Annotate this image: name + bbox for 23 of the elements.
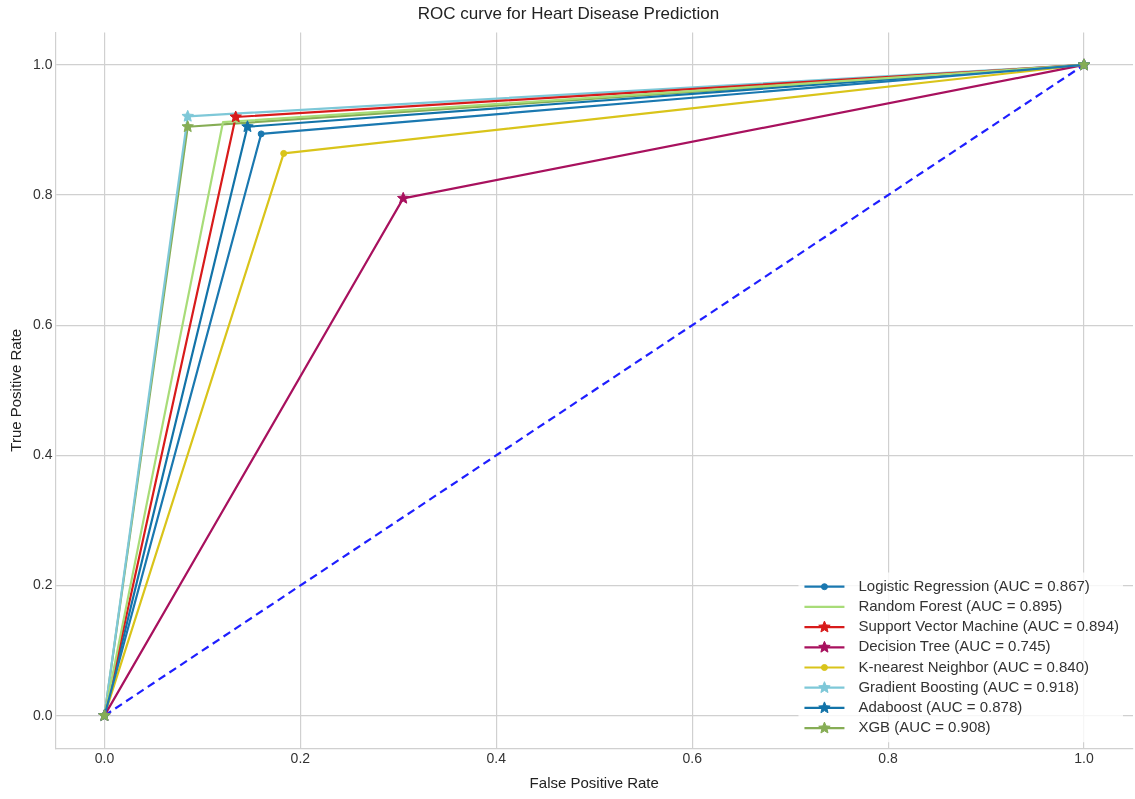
legend-label: Decision Tree (AUC = 0.745) (858, 637, 1051, 655)
legend-label: Support Vector Machine (AUC = 0.894) (858, 617, 1120, 635)
legend-label: Random Forest (AUC = 0.895) (858, 597, 1063, 615)
y-axis-title: True Positive Rate (7, 328, 25, 452)
legend-label: Adaboost (AUC = 0.878) (858, 698, 1023, 716)
legend-label: Logistic Regression (AUC = 0.867) (858, 576, 1090, 594)
x-tick-label: 0.4 (486, 750, 507, 767)
chart-title: ROC curve for Heart Disease Prediction (417, 3, 720, 23)
x-tick-label: 0.2 (290, 750, 311, 767)
x-tick-label: 1.0 (1074, 750, 1094, 767)
legend-label: K-nearest Neighbor (AUC = 0.840) (858, 657, 1089, 675)
y-tick-label: 0.8 (32, 185, 53, 202)
y-tick-label: 0.4 (32, 446, 53, 463)
x-tick-label: 0.6 (682, 750, 703, 767)
x-axis-title: False Positive Rate (529, 774, 659, 792)
y-tick-label: 0.2 (32, 576, 53, 593)
legend-label: XGB (AUC = 0.908) (858, 718, 991, 736)
legend-label: Gradient Boosting (AUC = 0.918) (858, 677, 1079, 695)
y-tick-label: 0.0 (32, 706, 53, 723)
x-tick-label: 0.8 (878, 750, 899, 767)
y-tick-label: 0.6 (32, 316, 53, 333)
x-tick-label: 0.0 (94, 750, 115, 767)
y-tick-label: 1.0 (32, 55, 53, 72)
